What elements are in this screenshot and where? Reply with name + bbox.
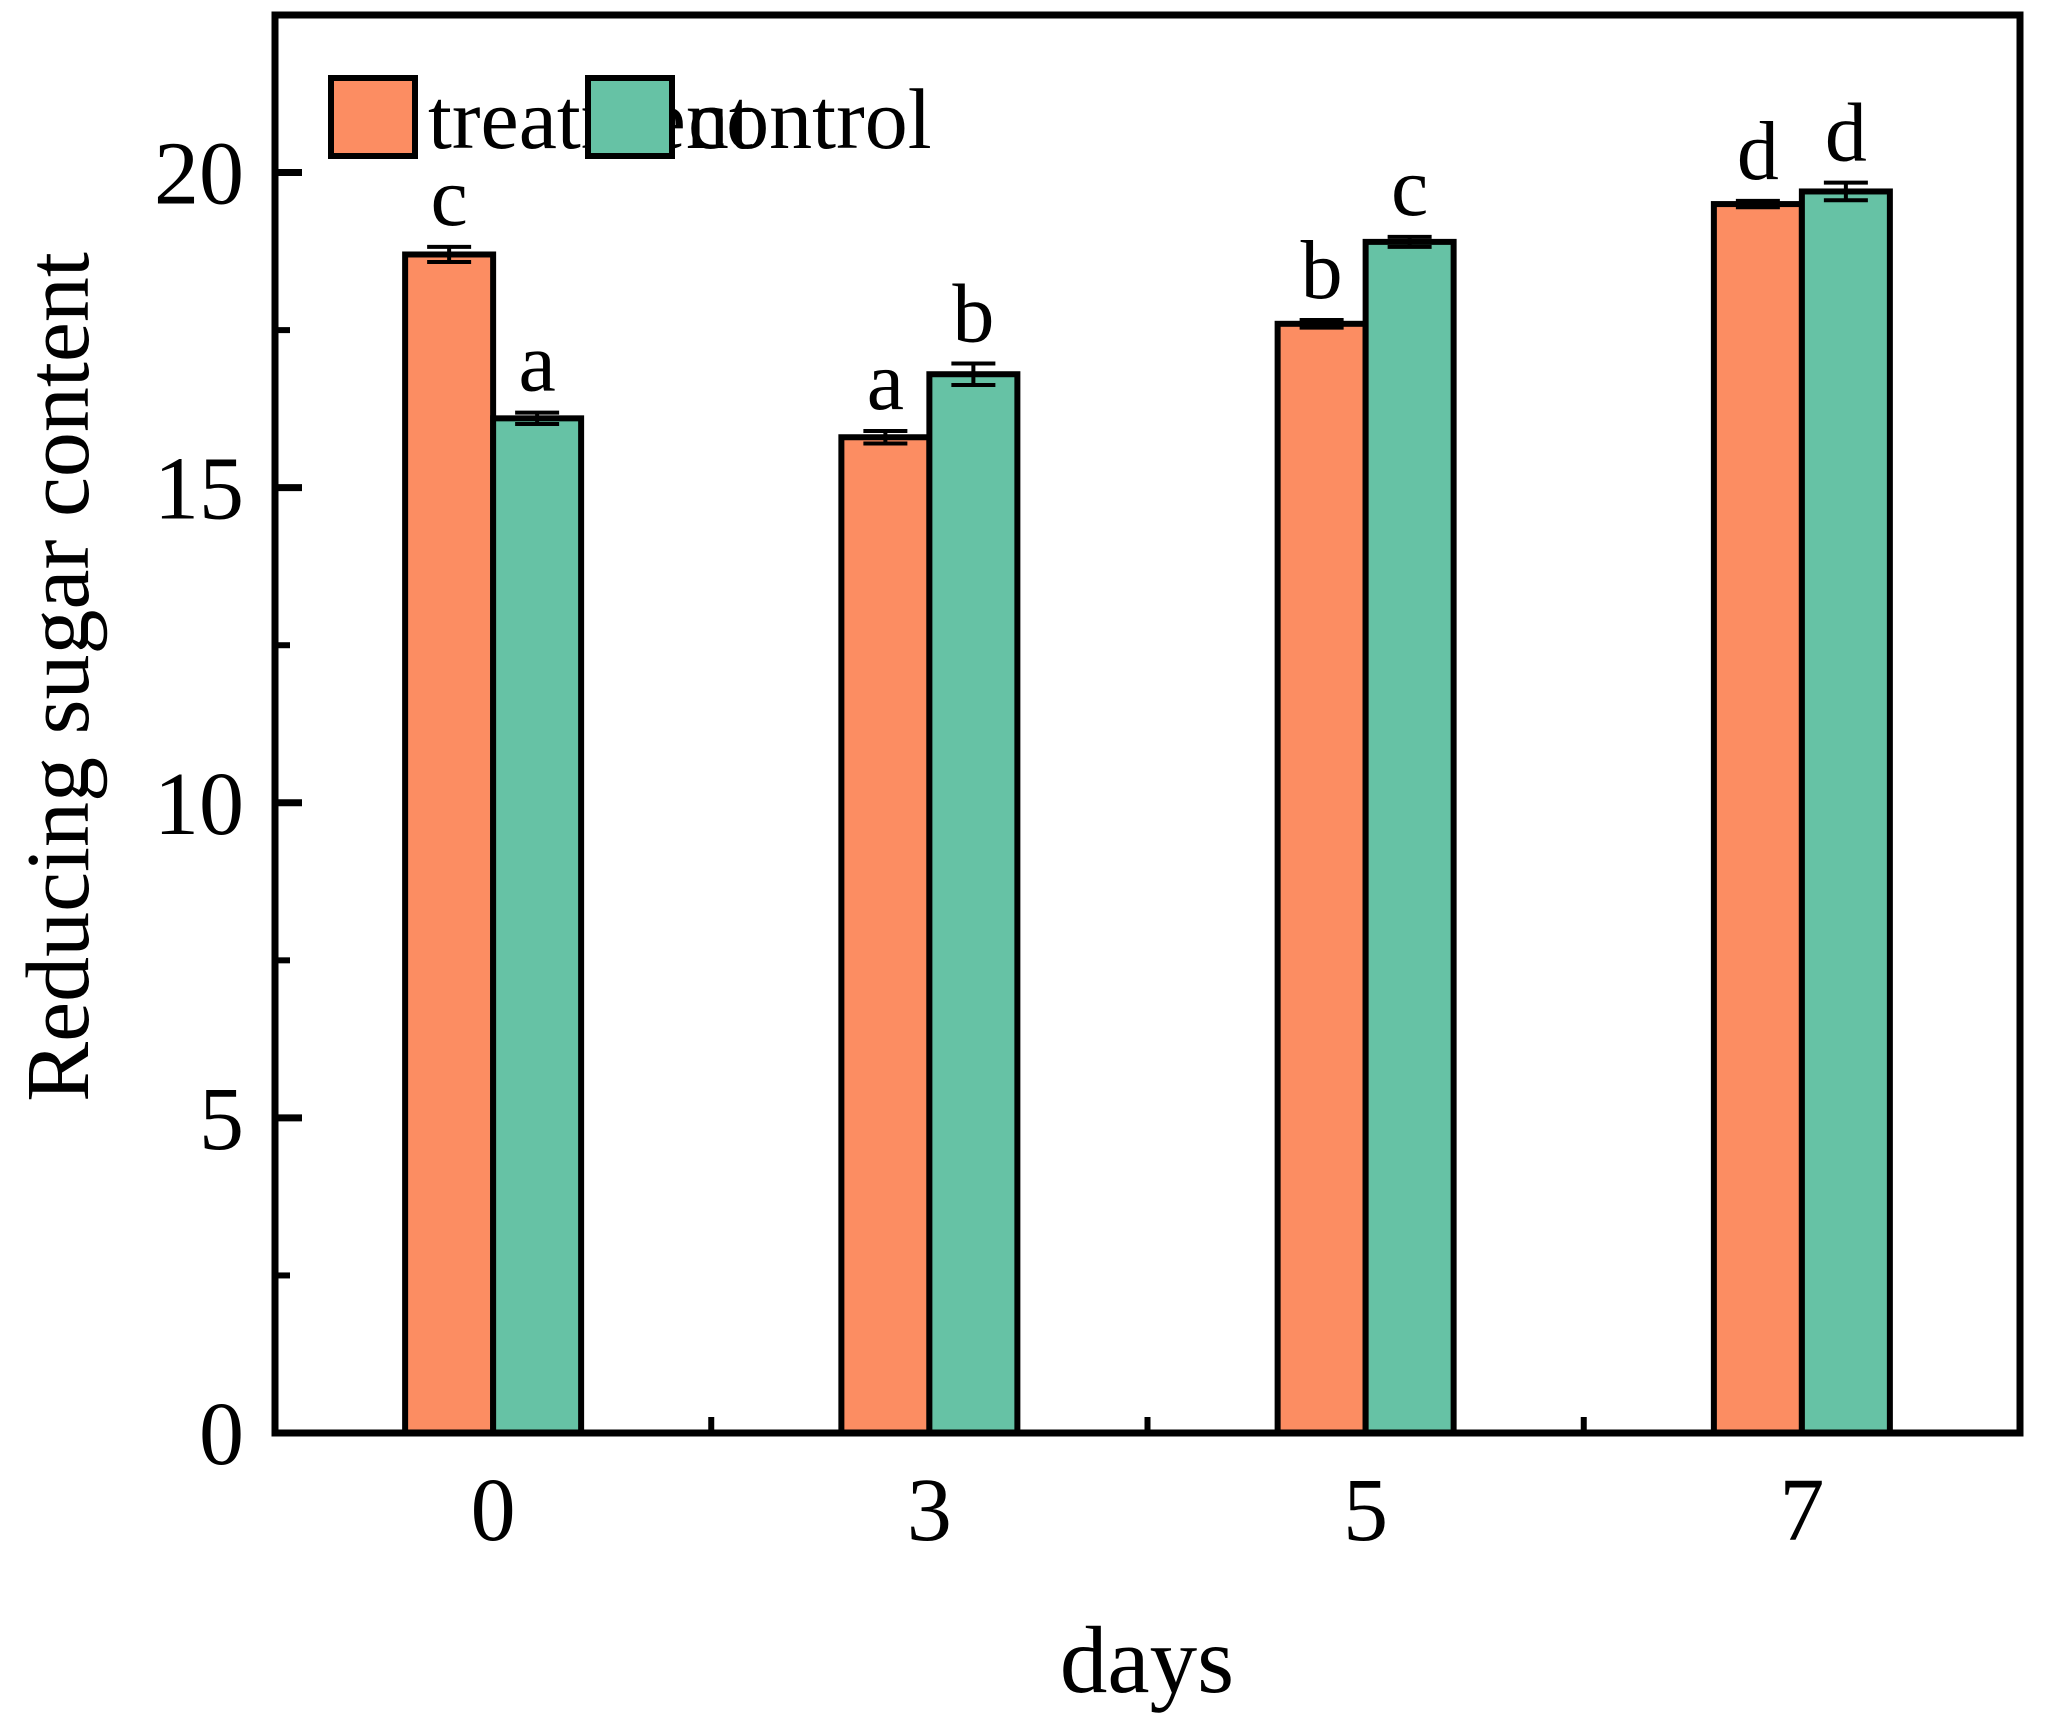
x-tick-label: 5 bbox=[1343, 1461, 1388, 1560]
bar-control-day5 bbox=[1362, 238, 1457, 1436]
bar-control-day3 bbox=[926, 371, 1021, 1436]
y-axis-title: Reducing sugar content bbox=[9, 252, 108, 1102]
bar-treatment-day7 bbox=[1710, 201, 1805, 1437]
axes-layer: 0 5 10 15 20 0 3 5 7 bbox=[154, 125, 1824, 1560]
bars-layer bbox=[402, 188, 1893, 1437]
bar-control-day0 bbox=[490, 415, 585, 1436]
bar-treatment-day3 bbox=[838, 434, 933, 1436]
sig-letter-treatment-day5: b bbox=[1301, 224, 1343, 317]
x-tick-label: 3 bbox=[907, 1461, 952, 1560]
x-tick-label: 7 bbox=[1779, 1461, 1824, 1560]
legend-swatch-treatment bbox=[328, 75, 418, 159]
sig-letter-treatment-day7: d bbox=[1737, 105, 1779, 198]
x-axis-title: days bbox=[1060, 1607, 1234, 1713]
y-tick-label: 15 bbox=[154, 440, 244, 539]
sig-letter-control-day3: b bbox=[952, 268, 994, 361]
legend-swatch-control bbox=[585, 75, 675, 159]
sig-letter-treatment-day0: c bbox=[430, 151, 467, 244]
x-tick-label: 0 bbox=[471, 1461, 516, 1560]
bar-treatment-day5 bbox=[1274, 320, 1369, 1437]
sig-letter-control-day7: d bbox=[1825, 87, 1867, 180]
legend: treatment control bbox=[328, 71, 932, 167]
y-tick-label: 20 bbox=[154, 125, 244, 224]
y-tick-label: 0 bbox=[199, 1385, 244, 1484]
plot-frame bbox=[271, 11, 2024, 1437]
y-tick-label: 5 bbox=[199, 1070, 244, 1169]
bar-control-day7 bbox=[1798, 188, 1893, 1436]
sig-letter-treatment-day3: a bbox=[867, 335, 904, 428]
legend-label-control: control bbox=[688, 71, 932, 167]
sig-letter-control-day0: a bbox=[518, 317, 555, 410]
bar-treatment-day0 bbox=[402, 251, 497, 1436]
sig-letter-control-day5: c bbox=[1391, 141, 1428, 234]
y-tick-label: 10 bbox=[154, 755, 244, 854]
